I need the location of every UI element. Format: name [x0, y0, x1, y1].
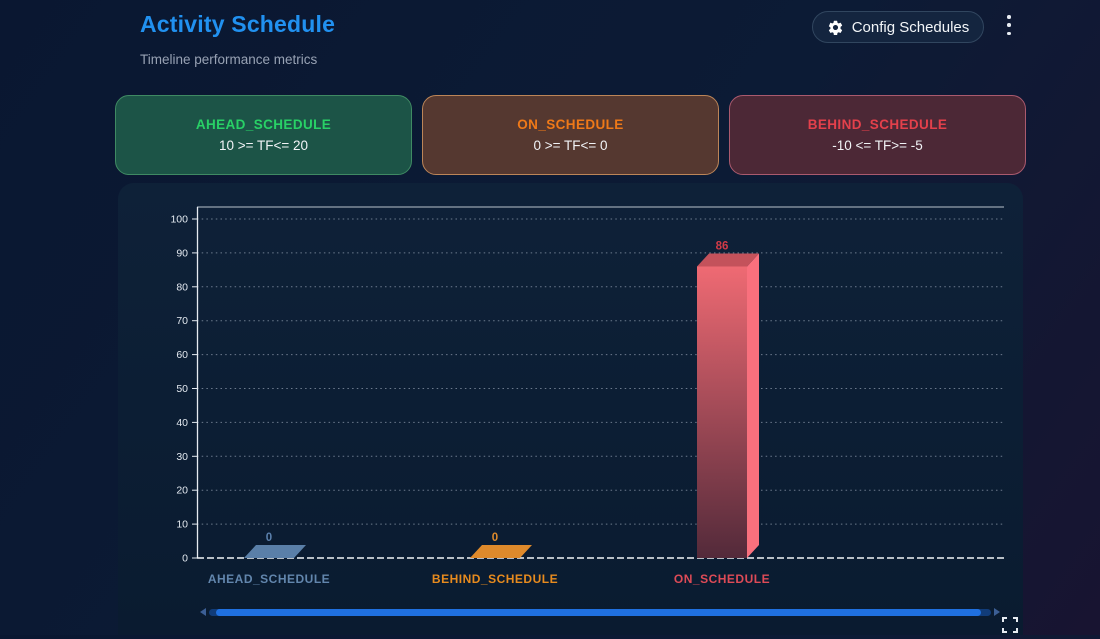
config-schedules-label: Config Schedules — [851, 18, 970, 36]
y-tick-label: 20 — [176, 485, 188, 497]
bar-value-label: 0 — [266, 532, 272, 544]
y-tick-label: 10 — [176, 519, 188, 531]
page-subtitle: Timeline performance metrics — [140, 52, 318, 67]
card-behind-schedule[interactable]: BEHIND_SCHEDULE -10 <= TF>= -5 — [729, 95, 1026, 175]
y-tick-label: 90 — [176, 247, 188, 259]
card-title: ON_SCHEDULE — [517, 117, 624, 132]
card-title: AHEAD_SCHEDULE — [195, 117, 332, 132]
bar-on_schedule-top[interactable] — [697, 253, 759, 267]
x-category-label: AHEAD_SCHEDULE — [208, 572, 330, 586]
schedule-bar-chart: 0 10 20 30 40 50 60 70 80 90 100 0 AHEAD_SCHEDULE 0 BE… — [170, 206, 1004, 586]
y-tick-label: 70 — [176, 315, 188, 327]
fullscreen-icon[interactable] — [1001, 616, 1019, 634]
scrollbar-thumb[interactable] — [216, 609, 981, 616]
page-title: Activity Schedule — [140, 11, 336, 37]
card-range: 0 >= TF<= 0 — [533, 138, 608, 153]
bar-ahead_schedule[interactable] — [244, 545, 306, 558]
x-category-label: ON_SCHEDULE — [674, 572, 770, 586]
bar-on_schedule-side — [747, 253, 759, 558]
bar-value-label: 0 — [492, 532, 498, 544]
scroll-right-arrow[interactable] — [994, 608, 1000, 616]
chart-panel: 0 10 20 30 40 50 60 70 80 90 100 0 AHEAD_SCHEDULE 0 BE… — [118, 183, 1023, 635]
more-options-icon[interactable] — [1002, 15, 1016, 35]
config-schedules-button[interactable]: Config Schedules — [812, 11, 984, 43]
bar-value-label: 86 — [716, 240, 729, 252]
y-tick-label: 40 — [176, 417, 188, 429]
bar-behind_schedule[interactable] — [470, 545, 532, 558]
card-title: BEHIND_SCHEDULE — [807, 117, 948, 132]
y-tick-label: 60 — [176, 349, 188, 361]
y-tick-label: 0 — [182, 553, 188, 565]
card-range: 10 >= TF<= 20 — [218, 138, 309, 153]
card-on-schedule[interactable]: ON_SCHEDULE 0 >= TF<= 0 — [422, 95, 719, 175]
y-tick-label: 100 — [170, 214, 188, 226]
y-tick-label: 80 — [176, 281, 188, 293]
bar-on_schedule[interactable] — [697, 266, 747, 558]
y-tick-label: 30 — [176, 451, 188, 463]
card-ahead-schedule[interactable]: AHEAD_SCHEDULE 10 >= TF<= 20 — [115, 95, 412, 175]
scrollbar-track[interactable] — [209, 609, 991, 616]
gear-icon — [827, 19, 844, 36]
card-range: -10 <= TF>= -5 — [832, 138, 923, 153]
x-category-label: BEHIND_SCHEDULE — [432, 572, 558, 586]
scroll-left-arrow[interactable] — [200, 608, 206, 616]
y-tick-label: 50 — [176, 383, 188, 395]
